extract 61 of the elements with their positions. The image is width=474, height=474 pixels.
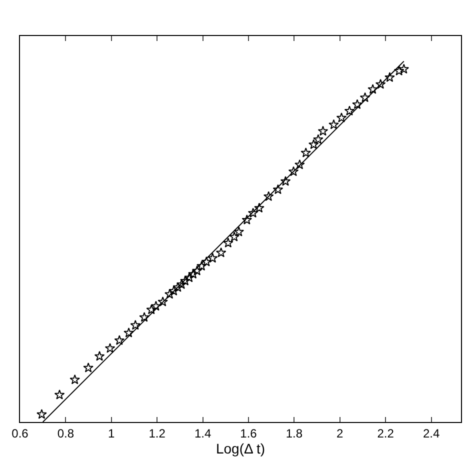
point xyxy=(328,119,339,130)
x-tick-label: 0.8 xyxy=(57,426,74,440)
point xyxy=(188,268,198,279)
point xyxy=(313,134,324,144)
point xyxy=(54,390,65,400)
point xyxy=(272,184,284,194)
point xyxy=(318,126,328,136)
point xyxy=(114,335,125,345)
point xyxy=(158,296,168,306)
point xyxy=(94,350,105,361)
x-tick-label: 0.6 xyxy=(12,426,29,440)
point xyxy=(146,304,157,314)
x-tick-label: 2.4 xyxy=(422,426,440,440)
point xyxy=(223,238,234,248)
point xyxy=(352,99,362,109)
x-tick-label: 2.2 xyxy=(377,426,394,440)
point xyxy=(368,84,378,94)
point xyxy=(294,159,305,170)
point xyxy=(254,202,264,213)
point xyxy=(280,176,291,186)
point xyxy=(176,279,187,290)
x-tick-label: 1 xyxy=(108,426,116,440)
x-axis-title: Log(Δ t) xyxy=(216,440,266,456)
point xyxy=(201,256,212,266)
point xyxy=(196,260,207,271)
point xyxy=(248,208,258,218)
x-tick-label: 2 xyxy=(336,426,344,440)
point xyxy=(150,300,162,311)
point xyxy=(216,247,226,258)
point xyxy=(36,409,47,419)
point xyxy=(394,66,404,76)
point xyxy=(360,92,370,102)
point xyxy=(375,78,386,89)
point xyxy=(234,226,244,236)
x-tick-label: 1.4 xyxy=(194,426,212,440)
point xyxy=(130,320,141,330)
point xyxy=(263,191,274,201)
x-tick-label: 1.6 xyxy=(240,426,258,440)
point xyxy=(336,112,347,122)
point xyxy=(344,106,355,116)
point xyxy=(184,272,194,282)
point xyxy=(83,362,94,372)
point xyxy=(164,288,175,299)
point xyxy=(242,214,252,224)
point xyxy=(229,232,240,242)
point xyxy=(288,166,299,176)
point xyxy=(398,64,410,74)
point xyxy=(124,328,134,338)
point xyxy=(300,147,312,158)
point xyxy=(384,72,395,82)
point xyxy=(207,252,218,263)
point xyxy=(104,343,116,353)
point xyxy=(168,286,179,296)
x-tick-label: 1.2 xyxy=(148,426,166,440)
point xyxy=(192,265,202,276)
point xyxy=(172,282,184,292)
point xyxy=(70,374,80,384)
point xyxy=(139,312,150,322)
point xyxy=(308,139,319,150)
x-tick-label: 1.8 xyxy=(286,426,303,440)
point xyxy=(180,276,190,286)
